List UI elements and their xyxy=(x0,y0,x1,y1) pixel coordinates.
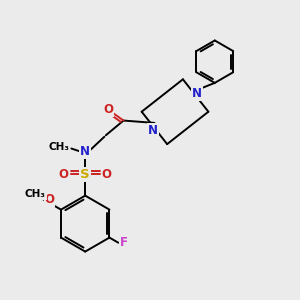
Text: CH₃: CH₃ xyxy=(25,189,46,199)
Text: O: O xyxy=(103,103,113,116)
Text: S: S xyxy=(80,168,90,181)
Text: O: O xyxy=(102,168,112,181)
Text: O: O xyxy=(59,168,69,181)
Text: N: N xyxy=(148,124,158,137)
Text: F: F xyxy=(120,236,128,249)
Text: N: N xyxy=(192,87,202,100)
Text: N: N xyxy=(80,145,90,158)
Text: O: O xyxy=(44,193,55,206)
Text: CH₃: CH₃ xyxy=(48,142,69,152)
